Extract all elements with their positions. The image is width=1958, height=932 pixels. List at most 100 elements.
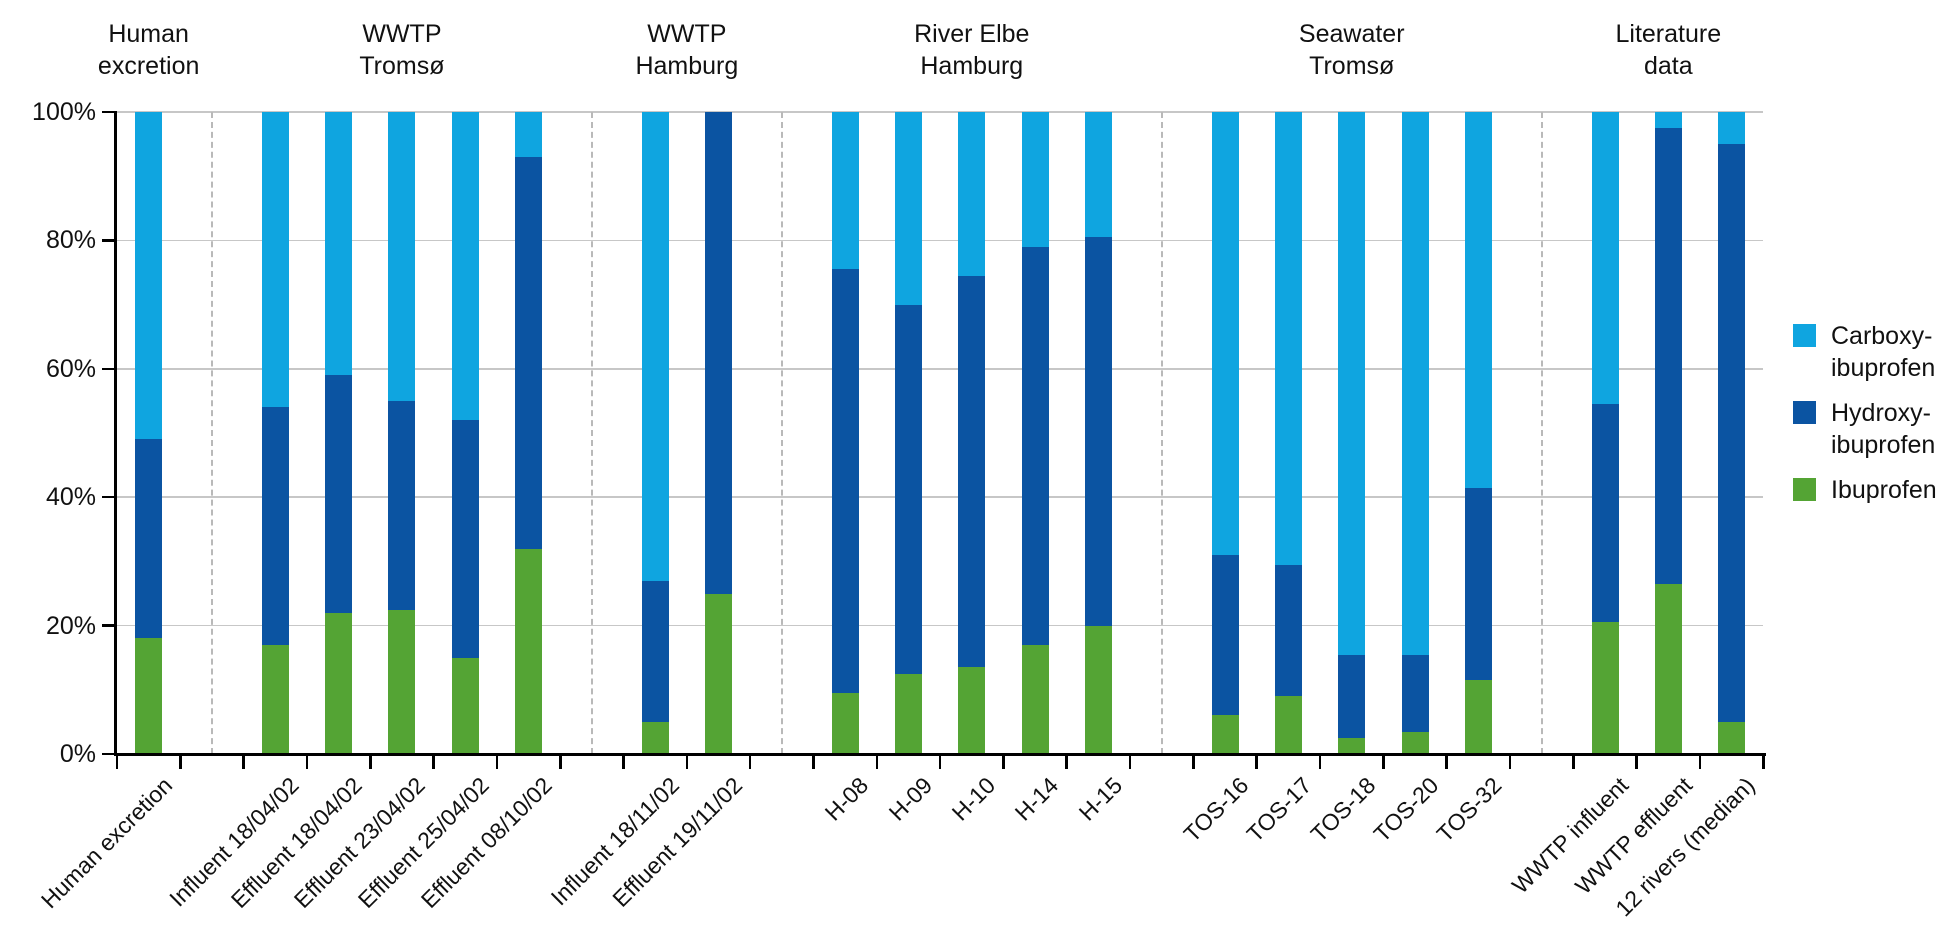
y-axis-tick [102, 367, 117, 371]
bar-segment-carboxy [261, 112, 289, 408]
bar [515, 112, 543, 754]
group-title-line: data [1643, 52, 1693, 80]
bar-segment-carboxy [325, 112, 353, 376]
bar [1654, 112, 1682, 754]
bar-segment-hydroxy [831, 269, 859, 694]
bar [451, 112, 479, 754]
group-title-line: Seawater [1298, 20, 1405, 48]
bar-segment-carboxy [1338, 112, 1366, 655]
x-axis-tick [622, 754, 625, 769]
bar-segment-hydroxy [325, 375, 353, 613]
x-axis-label: TOS-16 [1178, 772, 1254, 848]
legend-label-line: Hydroxy- [1831, 399, 1932, 427]
bar-segment-hydroxy [1021, 246, 1049, 645]
legend-item-ibuprofen: Ibuprofen [1793, 474, 1937, 506]
x-axis-tick [1128, 754, 1132, 769]
bar-segment-hydroxy [705, 112, 733, 594]
legend-item-hydroxy: Hydroxy-ibuprofen [1793, 397, 1937, 461]
legend-swatch-icon [1793, 478, 1816, 501]
x-axis-tick [1065, 754, 1069, 769]
x-axis-label: Human excretion [35, 772, 178, 914]
bar-segment-ibuprofen [1464, 680, 1492, 754]
bar [1401, 112, 1429, 754]
x-axis-tick [1445, 754, 1448, 769]
x-axis-tick [1318, 754, 1322, 769]
x-axis-tick [812, 754, 815, 769]
bar-segment-carboxy [958, 112, 986, 276]
group-title-line: Literature [1615, 20, 1722, 48]
x-axis-tick [1255, 754, 1259, 769]
x-axis [114, 753, 1766, 756]
legend-label: Hydroxy-ibuprofen [1831, 397, 1935, 461]
x-axis-tick [368, 754, 372, 769]
bar [641, 112, 669, 754]
bar [894, 112, 922, 754]
bar-segment-ibuprofen [451, 657, 479, 754]
bar-segment-carboxy [1718, 112, 1746, 145]
bar-segment-carboxy [641, 112, 669, 581]
group-separator [1540, 112, 1543, 754]
bar [1718, 112, 1746, 754]
group-title-line: Hamburg [635, 52, 739, 80]
bar-segment-hydroxy [1084, 237, 1112, 626]
x-axis-tick [875, 754, 879, 769]
bar-segment-hydroxy [958, 275, 986, 668]
bar-segment-hydroxy [1274, 564, 1302, 697]
group-separator [1160, 112, 1163, 754]
bar-segment-carboxy [1591, 112, 1619, 405]
y-gridline [117, 624, 1764, 627]
y-gridline [117, 368, 1764, 370]
legend-label: Ibuprofen [1831, 474, 1937, 506]
bar-segment-carboxy [831, 112, 859, 270]
x-axis-tick [305, 754, 309, 769]
bar-segment-carboxy [1654, 112, 1682, 129]
legend-label-line: Carboxy- [1831, 322, 1933, 350]
bar [1211, 112, 1239, 754]
legend-label: Carboxy-ibuprofen [1831, 320, 1935, 384]
y-axis-tick [102, 110, 117, 114]
x-axis-tick [938, 754, 942, 769]
group-separator [780, 112, 783, 754]
group-title-line: WWTP [362, 20, 442, 48]
bar [1464, 112, 1492, 754]
legend-item-carboxy: Carboxy-ibuprofen [1793, 320, 1937, 384]
bar [1084, 112, 1112, 754]
bar-segment-ibuprofen [135, 638, 163, 754]
bar-segment-carboxy [388, 112, 416, 401]
y-gridline [117, 239, 1764, 242]
bar-segment-ibuprofen [1718, 721, 1746, 754]
bar-segment-ibuprofen [831, 693, 859, 754]
legend: Carboxy-ibuprofen Hydroxy-ibuprofen Ibupro… [1793, 320, 1937, 519]
x-axis-tick [1635, 754, 1638, 769]
bar-segment-ibuprofen [1401, 731, 1429, 754]
x-axis-tick [1508, 754, 1512, 769]
legend-label-line: ibuprofen [1831, 431, 1936, 459]
group-title-line: excretion [97, 52, 200, 80]
group-title: River Elbe Hamburg [914, 18, 1029, 82]
x-axis-tick [1572, 754, 1575, 769]
bar-segment-hydroxy [641, 580, 669, 722]
bar-segment-hydroxy [1211, 554, 1239, 716]
group-title-line: WWTP [647, 20, 727, 48]
y-axis-tick-label: 0% [59, 740, 96, 768]
group-title: WWTP Tromsø [359, 18, 444, 82]
bar-segment-hydroxy [1338, 654, 1366, 738]
group-separator [590, 112, 593, 754]
x-axis-tick [558, 754, 562, 769]
bar-segment-ibuprofen [1084, 625, 1112, 754]
x-axis-label: H-10 [946, 772, 1001, 826]
bar-segment-ibuprofen [1211, 715, 1239, 754]
bar-segment-ibuprofen [388, 609, 416, 754]
y-axis-tick-label: 40% [45, 483, 96, 512]
x-axis-tick [1192, 754, 1195, 769]
bar-segment-carboxy [1401, 112, 1429, 655]
x-axis-tick [179, 754, 182, 769]
group-title: WWTP Hamburg [635, 18, 738, 82]
y-axis-tick-label: 20% [45, 611, 96, 640]
group-separator [210, 112, 213, 754]
group-title-line: River Elbe [914, 20, 1030, 48]
bar-segment-ibuprofen [1591, 622, 1619, 754]
y-axis-tick-label: 100% [32, 98, 96, 126]
bar [958, 112, 986, 754]
bar-segment-ibuprofen [261, 644, 289, 754]
